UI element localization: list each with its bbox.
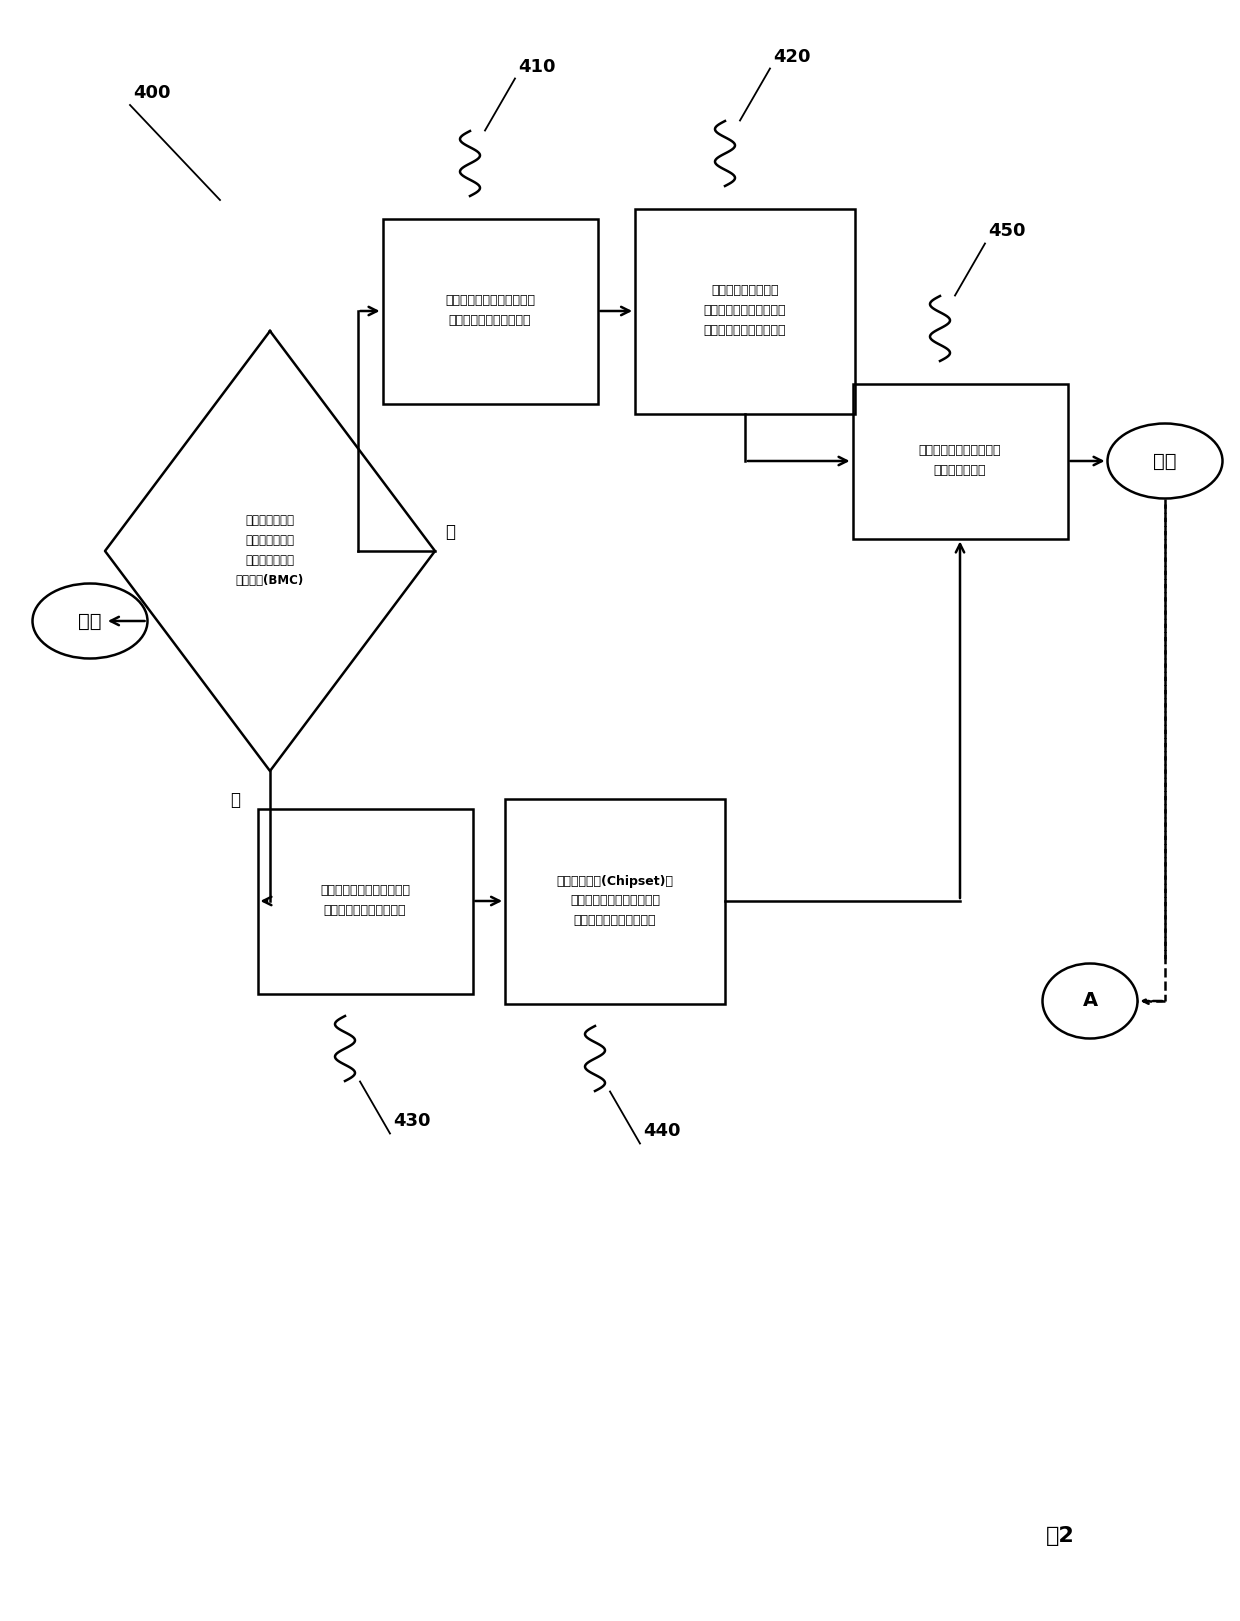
- Text: 图2: 图2: [1045, 1525, 1074, 1546]
- Text: A: A: [1083, 992, 1097, 1010]
- Text: 450: 450: [988, 222, 1025, 240]
- Text: 是: 是: [445, 524, 455, 541]
- Text: 通过一芯片组(Chipset)去
监测该计算机系统中至少一
个该风扇模块的风扇转速: 通过一芯片组(Chipset)去 监测该计算机系统中至少一 个该风扇模块的风扇转…: [557, 874, 673, 927]
- Bar: [505, 799, 725, 1003]
- Text: 430: 430: [393, 1112, 430, 1130]
- Text: 判断一计算机系
统的一主机板是
否具有一基板管
理控制器(BMC): 判断一计算机系 统的一主机板是 否具有一基板管 理控制器(BMC): [236, 514, 304, 587]
- Bar: [258, 809, 472, 994]
- Bar: [635, 209, 856, 413]
- Text: 依据该控制器判断单元的该
判断结果提供一用户界面: 依据该控制器判断单元的该 判断结果提供一用户界面: [445, 295, 534, 327]
- Text: 开始: 开始: [78, 611, 102, 631]
- Text: 420: 420: [773, 47, 811, 65]
- Text: 440: 440: [644, 1122, 681, 1141]
- Bar: [853, 384, 1068, 538]
- Text: 分别显示出所述风扇模块
的所述风扇转速: 分别显示出所述风扇模块 的所述风扇转速: [919, 444, 1001, 478]
- Text: 否: 否: [229, 791, 241, 809]
- Bar: [382, 219, 598, 404]
- Text: 410: 410: [518, 57, 556, 76]
- Text: 依据该控制器判断单元的该
判断结果提供一用户界面: 依据该控制器判断单元的该 判断结果提供一用户界面: [320, 885, 410, 917]
- Text: 400: 400: [133, 84, 171, 102]
- Text: 以该基板管理控制器
监测该计算机系统中至少
一个风扇模块的风扇转速: 以该基板管理控制器 监测该计算机系统中至少 一个风扇模块的风扇转速: [704, 285, 786, 337]
- Text: 结束: 结束: [1153, 452, 1177, 470]
